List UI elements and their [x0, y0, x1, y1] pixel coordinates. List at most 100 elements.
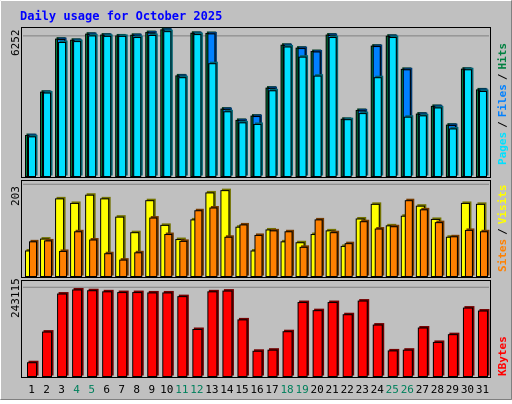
bar-kbytes-day-15 — [237, 317, 249, 377]
bar-pages-day-10-fill — [163, 31, 172, 178]
bar-pages-day-11-fill — [178, 77, 187, 177]
bar-sites-day-3-fill — [59, 250, 68, 277]
bar-sites-day-28 — [434, 220, 445, 277]
bar-kbytes-day-25-fill — [387, 350, 398, 377]
bar-pages-day-3-fill — [58, 41, 67, 178]
bar-sites-day-2 — [44, 238, 54, 278]
bar-pages-day-4 — [73, 39, 83, 178]
bar-pages-day-18-fill — [283, 46, 292, 178]
bar-sites-day-26-fill — [404, 200, 413, 277]
chart-title: Daily usage for October 2025 — [20, 9, 222, 23]
legend-sites-visits: Sites / Visits — [496, 185, 509, 273]
bar-kbytes-day-12 — [192, 327, 204, 377]
bar-kbytes-day-28-fill — [432, 341, 443, 377]
bar-kbytes-day-13 — [207, 289, 219, 378]
bar-pages-day-20-fill — [313, 75, 322, 177]
bar-kbytes-day-7 — [117, 290, 129, 378]
bar-sites-day-13-fill — [209, 207, 218, 277]
x-tick-day-12: 12 — [190, 383, 203, 396]
bar-sites-day-29-fill — [449, 236, 458, 277]
bar-kbytes-day-5-fill — [87, 290, 98, 378]
bar-pages-day-19 — [298, 55, 309, 177]
bar-kbytes-day-3-fill — [57, 293, 68, 377]
bar-sites-day-21 — [329, 230, 340, 277]
bar-pages-day-12 — [193, 32, 203, 177]
bar-kbytes-day-10-fill — [162, 292, 173, 378]
bar-pages-day-2-fill — [43, 92, 52, 177]
bar-sites-day-13 — [209, 206, 219, 277]
bar-kbytes-day-2-fill — [42, 331, 53, 378]
bar-pages-day-24-fill — [373, 77, 382, 177]
x-tick-day-3: 3 — [58, 383, 65, 396]
bar-sites-day-1-fill — [29, 241, 37, 277]
bar-pages-day-10 — [163, 29, 173, 178]
x-tick-day-23: 23 — [356, 383, 369, 396]
bar-kbytes-day-4 — [72, 287, 84, 377]
bar-kbytes-day-22 — [342, 312, 355, 378]
bar-pages-day-14 — [223, 109, 233, 177]
bar-pages-day-17 — [268, 88, 279, 177]
x-tick-day-20: 20 — [311, 383, 324, 396]
x-tick-day-27: 27 — [416, 383, 429, 396]
legend-kbytes: KBytes — [496, 336, 509, 376]
x-tick-day-18: 18 — [280, 383, 293, 396]
bar-pages-day-30 — [463, 67, 474, 177]
bar-kbytes-day-15-fill — [237, 319, 248, 377]
bar-pages-day-19-fill — [298, 56, 307, 177]
bar-kbytes-day-14 — [222, 289, 234, 378]
bar-pages-day-17-fill — [268, 90, 277, 177]
bar-kbytes-day-29 — [447, 332, 460, 377]
x-tick-day-6: 6 — [103, 383, 110, 396]
bar-kbytes-day-4-fill — [72, 289, 83, 377]
bar-pages-day-21 — [328, 35, 339, 177]
bar-kbytes-day-29-fill — [447, 334, 458, 377]
x-tick-day-30: 30 — [461, 383, 474, 396]
bar-pages-day-29 — [448, 126, 459, 178]
bar-kbytes-day-31-fill — [477, 310, 488, 377]
x-tick-day-11: 11 — [175, 383, 188, 396]
bar-pages-day-22 — [343, 117, 354, 177]
bar-pages-day-6 — [103, 34, 113, 177]
bar-sites-day-30-fill — [464, 229, 473, 278]
x-tick-day-1: 1 — [28, 383, 35, 396]
bar-pages-day-26-fill — [403, 116, 412, 177]
bar-pages-day-13 — [208, 61, 218, 177]
x-tick-day-29: 29 — [446, 383, 459, 396]
bar-sites-day-8 — [134, 250, 144, 277]
bar-sites-day-27 — [419, 207, 430, 277]
bar-sites-day-10-fill — [164, 234, 173, 277]
bar-pages-day-8-fill — [133, 37, 142, 177]
bar-kbytes-day-1 — [27, 360, 39, 378]
bar-pages-day-14-fill — [223, 111, 232, 177]
bar-pages-day-9 — [148, 33, 158, 177]
x-tick-day-21: 21 — [326, 383, 339, 396]
bar-pages-day-7 — [118, 34, 128, 177]
bar-kbytes-day-17 — [267, 348, 280, 377]
bar-sites-day-20-fill — [314, 219, 323, 277]
bar-kbytes-day-8 — [132, 290, 144, 378]
bar-kbytes-day-8-fill — [132, 292, 143, 378]
bar-kbytes-day-23-fill — [357, 300, 368, 378]
bar-kbytes-day-17-fill — [267, 349, 278, 377]
bar-sites-day-12 — [194, 208, 204, 277]
bar-kbytes-day-23 — [357, 299, 370, 378]
bar-pages-day-5-fill — [88, 35, 97, 178]
bar-kbytes-day-30-fill — [462, 307, 473, 378]
bar-pages-day-31-fill — [478, 90, 487, 177]
bar-pages-day-16 — [253, 122, 263, 177]
legend-slash-1: / — [496, 121, 509, 128]
bar-sites-day-4 — [74, 229, 84, 278]
bar-kbytes-day-26 — [402, 348, 415, 377]
bar-pages-day-18 — [283, 45, 294, 178]
bar-kbytes-day-11 — [177, 294, 189, 377]
bar-pages-day-2 — [43, 91, 53, 177]
x-tick-day-2: 2 — [43, 383, 50, 396]
bar-pages-day-7-fill — [118, 35, 127, 177]
bar-kbytes-day-31 — [477, 309, 490, 377]
bar-sites-day-14-fill — [224, 236, 233, 277]
bar-kbytes-day-24-fill — [372, 324, 383, 378]
bar-pages-day-22-fill — [343, 119, 352, 177]
legend-pages: Pages — [496, 132, 509, 165]
x-tick-day-19: 19 — [295, 383, 308, 396]
x-tick-day-4: 4 — [73, 383, 80, 396]
